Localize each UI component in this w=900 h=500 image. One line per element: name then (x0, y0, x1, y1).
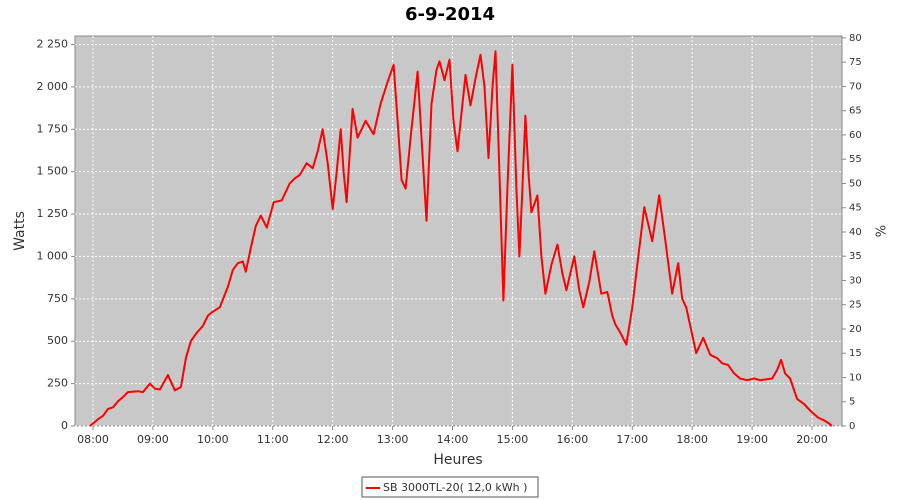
y-tick-label: 2 000 (37, 80, 69, 93)
y2-tick-label: 70 (849, 81, 862, 92)
y2-tick-label: 10 (849, 372, 862, 383)
y2-tick-label: 25 (849, 300, 862, 311)
y-tick-label: 1 750 (37, 122, 69, 135)
y-tick-label: 1 000 (37, 249, 69, 262)
y2-tick-label: 50 (849, 178, 862, 189)
y2-tick-label: 75 (849, 57, 862, 68)
y2-tick-label: 30 (849, 275, 862, 286)
y2-tick-label: 40 (849, 227, 862, 238)
y2-tick-label: 55 (849, 154, 862, 165)
y2-tick-label: 65 (849, 106, 862, 117)
y2-tick-label: 45 (849, 203, 862, 214)
x-tick-label: 18:00 (676, 433, 708, 446)
x-tick-label: 09:00 (137, 433, 169, 446)
y-axis-label: Watts (12, 211, 28, 251)
series-line (89, 50, 833, 427)
y-tick-label: 1 500 (37, 165, 69, 178)
y-tick-label: 500 (47, 334, 68, 347)
y2-axis-label: % (875, 225, 890, 237)
y2-tick-label: 0 (849, 421, 855, 432)
y-tick-label: 2 250 (37, 37, 69, 50)
y-tick-label: 250 (47, 377, 68, 390)
x-tick-label: 19:00 (736, 433, 768, 446)
x-tick-label: 13:00 (377, 433, 409, 446)
y2-tick-label: 15 (849, 348, 862, 359)
y-tick-label: 750 (47, 292, 68, 305)
y2-tick-label: 5 (849, 397, 855, 408)
y-tick-label: 0 (61, 419, 68, 432)
legend (361, 476, 539, 498)
x-tick-label: 16:00 (557, 433, 589, 446)
chart-title: 6-9-2014 (405, 4, 495, 25)
plot-area (74, 35, 843, 427)
legend-label: SB 3000TL-20( 12,0 kWh ) (383, 481, 527, 494)
y2-tick-label: 80 (849, 33, 862, 44)
x-tick-label: 14:00 (437, 433, 469, 446)
y2-tick-label: 60 (849, 130, 862, 141)
x-tick-label: 11:00 (257, 433, 289, 446)
y2-tick-label: 20 (849, 324, 862, 335)
x-axis-label: Heures (433, 452, 482, 468)
x-tick-label: 15:00 (497, 433, 529, 446)
x-tick-label: 12:00 (317, 433, 349, 446)
y-tick-label: 1 250 (37, 207, 69, 220)
y2-tick-label: 35 (849, 251, 862, 262)
x-tick-label: 10:00 (197, 433, 229, 446)
x-tick-label: 17:00 (616, 433, 648, 446)
x-tick-label: 08:00 (77, 433, 109, 446)
x-tick-label: 20:00 (796, 433, 828, 446)
